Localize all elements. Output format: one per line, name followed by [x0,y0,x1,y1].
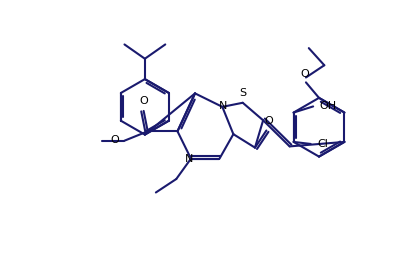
Text: O: O [111,135,120,145]
Text: S: S [239,88,246,98]
Text: O: O [301,69,310,79]
Text: O: O [139,96,148,106]
Text: N: N [185,154,193,165]
Text: O: O [264,116,273,126]
Text: OH: OH [319,101,336,112]
Text: Cl: Cl [317,139,328,149]
Text: N: N [219,101,227,111]
